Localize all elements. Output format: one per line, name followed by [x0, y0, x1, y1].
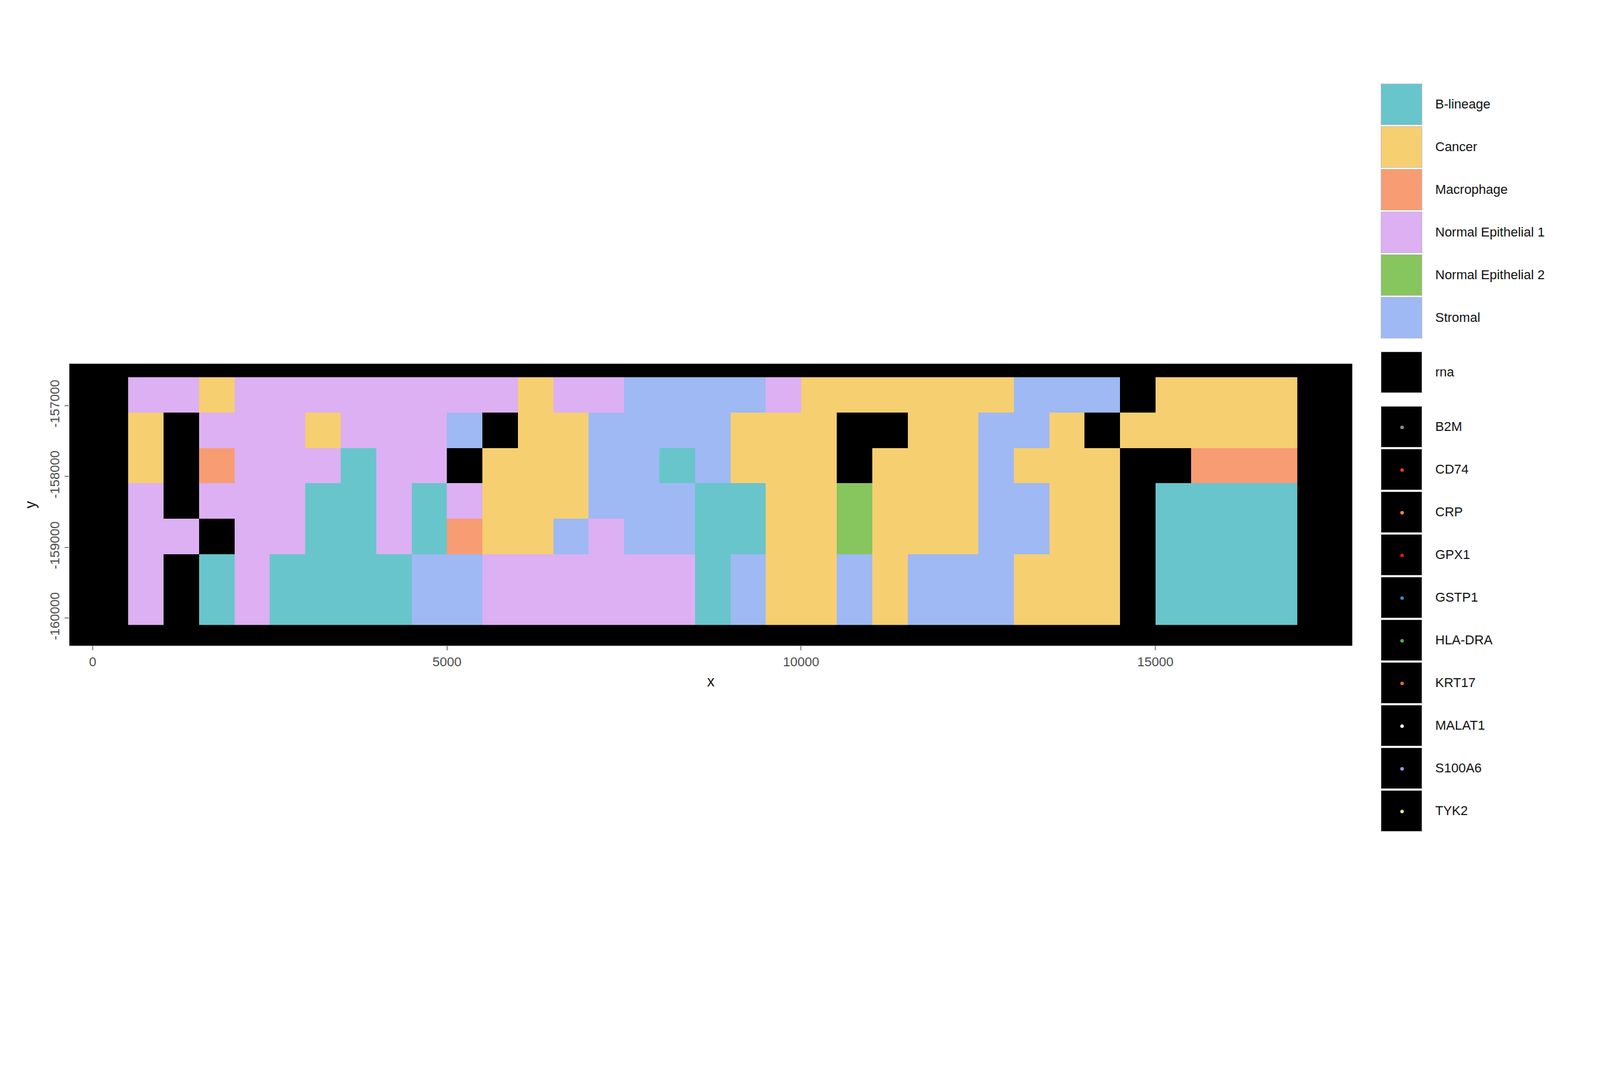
html-text:MALAT1: MALAT1	[1435, 717, 1486, 733]
svg-text:-158000: -158000	[47, 450, 63, 499]
svg-text:5000: 5000	[432, 654, 462, 670]
svg-text:x: x	[706, 672, 715, 690]
html-text:KRT17: KRT17	[1435, 674, 1476, 690]
html-text:HLA-DRA: HLA-DRA	[1435, 632, 1493, 648]
html-text:TYK2: TYK2	[1435, 802, 1468, 818]
svg-text:-157000: -157000	[47, 379, 63, 428]
html-text:S100A6: S100A6	[1435, 760, 1482, 776]
svg-text:-159000: -159000	[47, 521, 63, 570]
html-text:Stromal: Stromal	[1435, 309, 1481, 325]
svg-text:15000: 15000	[1137, 654, 1174, 670]
html-text:Cancer: Cancer	[1435, 139, 1478, 155]
svg-text:0: 0	[88, 654, 96, 670]
svg-text:y: y	[21, 500, 39, 509]
html-text:GSTP1: GSTP1	[1435, 589, 1478, 605]
html-text:rna: rna	[1435, 364, 1455, 380]
html-text:Normal Epithelial 1: Normal Epithelial 1	[1435, 224, 1545, 240]
html-text:CRP: CRP	[1435, 504, 1463, 520]
html-text:Normal Epithelial 2: Normal Epithelial 2	[1435, 267, 1545, 283]
html-text:GPX1: GPX1	[1435, 546, 1471, 562]
svg-text:-160000: -160000	[47, 592, 63, 640]
html-text:B2M: B2M	[1435, 418, 1463, 434]
html-text:CD74: CD74	[1435, 461, 1469, 477]
html-text:Macrophage: Macrophage	[1435, 181, 1508, 197]
svg-text:10000: 10000	[782, 654, 819, 670]
html-text:B-lineage: B-lineage	[1435, 96, 1491, 112]
